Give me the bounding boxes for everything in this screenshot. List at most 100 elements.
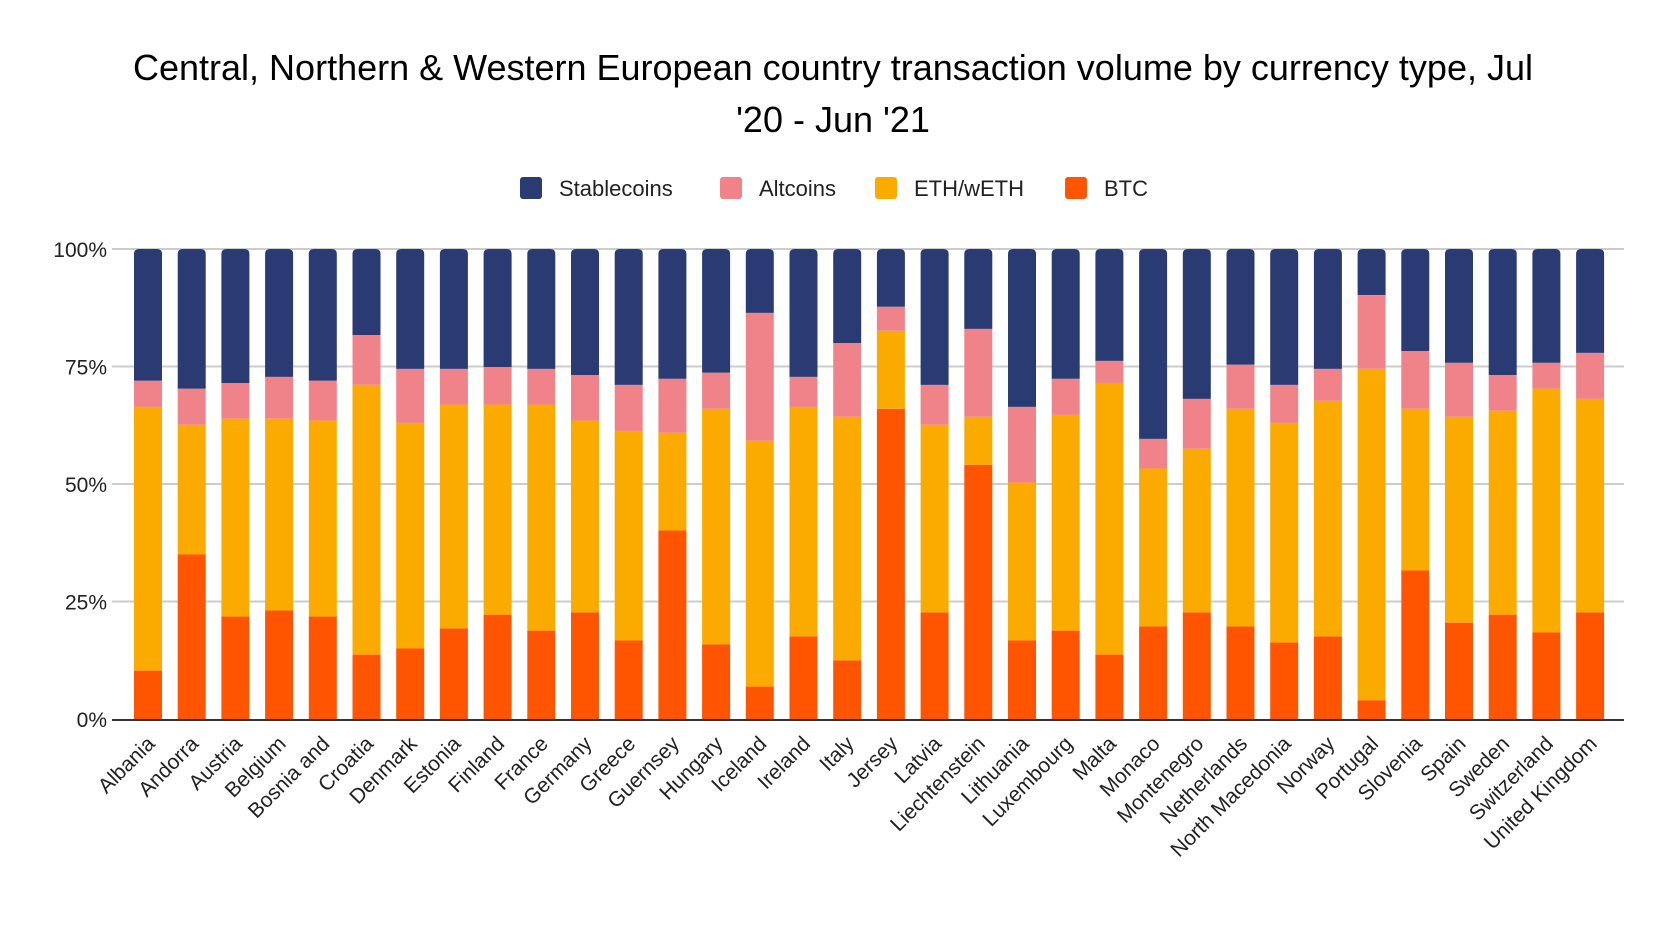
bar-stablecoins-north-macedonia[interactable] [1270, 249, 1299, 385]
bar-stablecoins-hungary[interactable] [702, 249, 731, 373]
bar-eth-weth-guernsey[interactable] [658, 432, 687, 531]
bar-stablecoins-italy[interactable] [833, 249, 862, 343]
bar-altcoins-albania[interactable] [134, 380, 162, 407]
bar-eth-weth-switzerland[interactable] [1532, 388, 1561, 633]
legend-item-eth-weth[interactable]: ETH/wETH [875, 176, 1024, 201]
bar-btc-denmark[interactable] [396, 648, 425, 720]
bar-altcoins-spain[interactable] [1445, 362, 1473, 417]
bar-altcoins-netherlands[interactable] [1226, 364, 1255, 409]
bar-stablecoins-monaco[interactable] [1139, 249, 1168, 439]
bar-stablecoins-france[interactable] [527, 249, 556, 369]
bar-eth-weth-liechtenstein[interactable] [964, 416, 993, 465]
bar-btc-montenegro[interactable] [1182, 612, 1211, 719]
bar-btc-latvia[interactable] [920, 612, 949, 719]
bar-btc-austria[interactable] [221, 616, 250, 719]
bar-altcoins-luxembourg[interactable] [1051, 378, 1080, 415]
bar-eth-weth-netherlands[interactable] [1226, 408, 1255, 627]
bar-stablecoins-luxembourg[interactable] [1051, 249, 1080, 379]
bar-stablecoins-bosnia-and[interactable] [308, 249, 337, 381]
bar-btc-netherlands[interactable] [1226, 626, 1255, 719]
bar-stablecoins-switzerland[interactable] [1532, 249, 1561, 363]
bar-eth-weth-italy[interactable] [833, 416, 862, 661]
bar-btc-liechtenstein[interactable] [964, 464, 993, 719]
bar-eth-weth-andorra[interactable] [177, 424, 206, 555]
bar-stablecoins-germany[interactable] [571, 249, 599, 375]
bar-eth-weth-hungary[interactable] [702, 408, 731, 645]
bar-eth-weth-estonia[interactable] [439, 404, 468, 629]
bar-eth-weth-jersey[interactable] [876, 330, 905, 409]
bar-stablecoins-denmark[interactable] [396, 249, 425, 369]
bar-btc-slovenia[interactable] [1401, 570, 1430, 719]
bar-eth-weth-lithuania[interactable] [1008, 482, 1036, 641]
bar-stablecoins-sweden[interactable] [1488, 249, 1517, 375]
bar-eth-weth-france[interactable] [527, 404, 556, 631]
bar-eth-weth-latvia[interactable] [920, 424, 949, 613]
bar-btc-ireland[interactable] [789, 636, 818, 719]
bar-stablecoins-croatia[interactable] [352, 249, 381, 336]
bar-altcoins-sweden[interactable] [1488, 374, 1517, 411]
bar-stablecoins-slovenia[interactable] [1401, 249, 1430, 351]
bar-altcoins-estonia[interactable] [439, 368, 468, 405]
legend-item-altcoins[interactable]: Altcoins [720, 176, 836, 201]
bar-btc-iceland[interactable] [745, 686, 774, 719]
bar-altcoins-austria[interactable] [221, 382, 250, 419]
bar-btc-spain[interactable] [1445, 622, 1473, 719]
bar-eth-weth-germany[interactable] [571, 420, 599, 613]
bar-altcoins-liechtenstein[interactable] [964, 328, 993, 417]
bar-eth-weth-denmark[interactable] [396, 422, 425, 649]
bar-stablecoins-norway[interactable] [1313, 249, 1342, 369]
bar-stablecoins-liechtenstein[interactable] [964, 249, 993, 329]
bar-eth-weth-spain[interactable] [1445, 416, 1473, 623]
bar-eth-weth-finland[interactable] [483, 404, 512, 615]
bar-stablecoins-montenegro[interactable] [1182, 249, 1211, 399]
bar-altcoins-guernsey[interactable] [658, 378, 687, 433]
bar-eth-weth-iceland[interactable] [745, 440, 774, 687]
bar-stablecoins-latvia[interactable] [920, 249, 949, 385]
bar-btc-estonia[interactable] [439, 628, 468, 719]
bar-btc-north-macedonia[interactable] [1270, 642, 1299, 719]
bar-altcoins-iceland[interactable] [745, 312, 774, 441]
bar-altcoins-italy[interactable] [833, 343, 862, 417]
bar-btc-italy[interactable] [833, 660, 862, 719]
bar-eth-weth-north-macedonia[interactable] [1270, 422, 1299, 643]
bar-altcoins-croatia[interactable] [352, 335, 381, 385]
bar-btc-greece[interactable] [614, 640, 643, 719]
bar-stablecoins-belgium[interactable] [265, 249, 294, 377]
bar-altcoins-finland[interactable] [483, 366, 512, 405]
bar-altcoins-belgium[interactable] [265, 376, 294, 419]
bar-btc-sweden[interactable] [1488, 614, 1517, 719]
bar-stablecoins-estonia[interactable] [439, 249, 468, 369]
bar-altcoins-malta[interactable] [1095, 360, 1124, 383]
bar-stablecoins-albania[interactable] [134, 249, 162, 381]
bar-altcoins-andorra[interactable] [177, 388, 206, 425]
bar-eth-weth-bosnia-and[interactable] [308, 420, 337, 617]
bar-eth-weth-croatia[interactable] [352, 384, 381, 655]
bar-eth-weth-luxembourg[interactable] [1051, 414, 1080, 631]
bar-btc-albania[interactable] [134, 670, 162, 719]
bar-eth-weth-portugal[interactable] [1357, 368, 1386, 701]
bar-eth-weth-ireland[interactable] [789, 406, 818, 637]
bar-btc-portugal[interactable] [1357, 700, 1386, 719]
bar-altcoins-north-macedonia[interactable] [1270, 384, 1299, 423]
bar-eth-weth-montenegro[interactable] [1182, 448, 1211, 613]
bar-stablecoins-finland[interactable] [483, 249, 512, 367]
bar-altcoins-hungary[interactable] [702, 372, 731, 409]
legend-item-btc[interactable]: BTC [1065, 176, 1148, 201]
bar-altcoins-denmark[interactable] [396, 368, 425, 423]
bar-eth-weth-sweden[interactable] [1488, 410, 1517, 615]
bar-btc-switzerland[interactable] [1532, 632, 1561, 719]
bar-btc-belgium[interactable] [265, 610, 294, 719]
bar-altcoins-switzerland[interactable] [1532, 362, 1561, 389]
bar-btc-germany[interactable] [571, 612, 599, 719]
bar-altcoins-slovenia[interactable] [1401, 350, 1430, 409]
bar-altcoins-bosnia-and[interactable] [308, 380, 337, 421]
bar-btc-jersey[interactable] [876, 408, 905, 719]
bar-altcoins-norway[interactable] [1313, 368, 1342, 401]
bar-stablecoins-netherlands[interactable] [1226, 249, 1255, 365]
bar-stablecoins-guernsey[interactable] [658, 249, 687, 379]
bar-stablecoins-lithuania[interactable] [1008, 249, 1036, 407]
bar-altcoins-montenegro[interactable] [1182, 398, 1211, 449]
bar-btc-france[interactable] [527, 630, 556, 719]
bar-btc-luxembourg[interactable] [1051, 630, 1080, 719]
bar-altcoins-portugal[interactable] [1357, 295, 1386, 369]
